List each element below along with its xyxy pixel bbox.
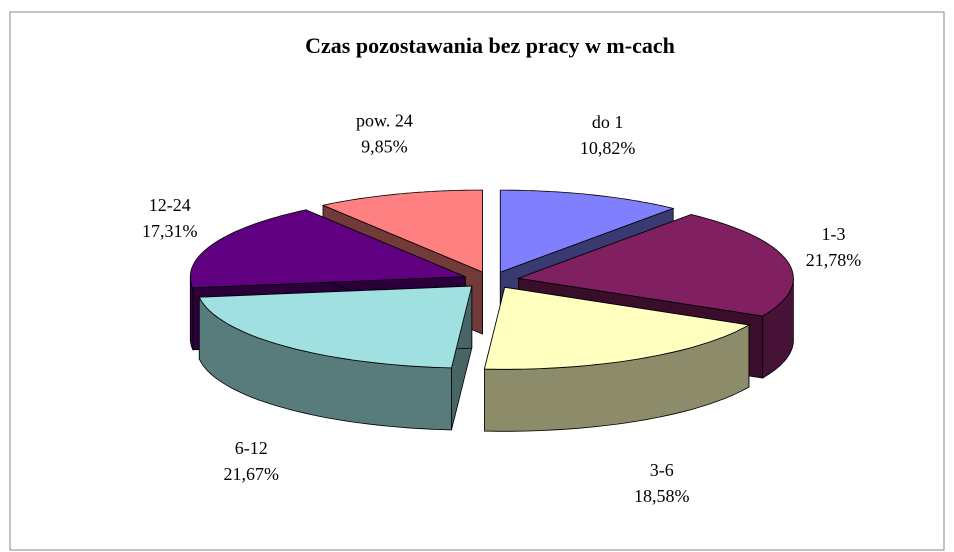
slice [198,285,473,431]
slice-top [189,209,466,289]
slice-label: pow. 24 [356,110,413,130]
slice-top [321,189,483,273]
slice-value: 10,82% [580,138,636,158]
slice-label: 1-3 [822,224,846,244]
slice-top [483,286,751,370]
slice-label: 3-6 [650,460,674,480]
chart-title: Czas pozostawania bez pracy w m-cach [305,33,675,58]
slice-label: 6-12 [235,438,268,458]
slice-value: 17,31% [142,221,198,241]
slice-value: 9,85% [361,136,408,156]
slice-top [198,285,473,369]
slice [483,286,751,432]
slice-value: 21,78% [806,250,862,270]
slice-label: do 1 [592,112,624,132]
slice-label: 12-24 [149,195,191,215]
slice-top [499,189,675,273]
slice-value: 18,58% [634,486,690,506]
slice-top [516,214,794,317]
slice-value: 21,67% [224,464,280,484]
